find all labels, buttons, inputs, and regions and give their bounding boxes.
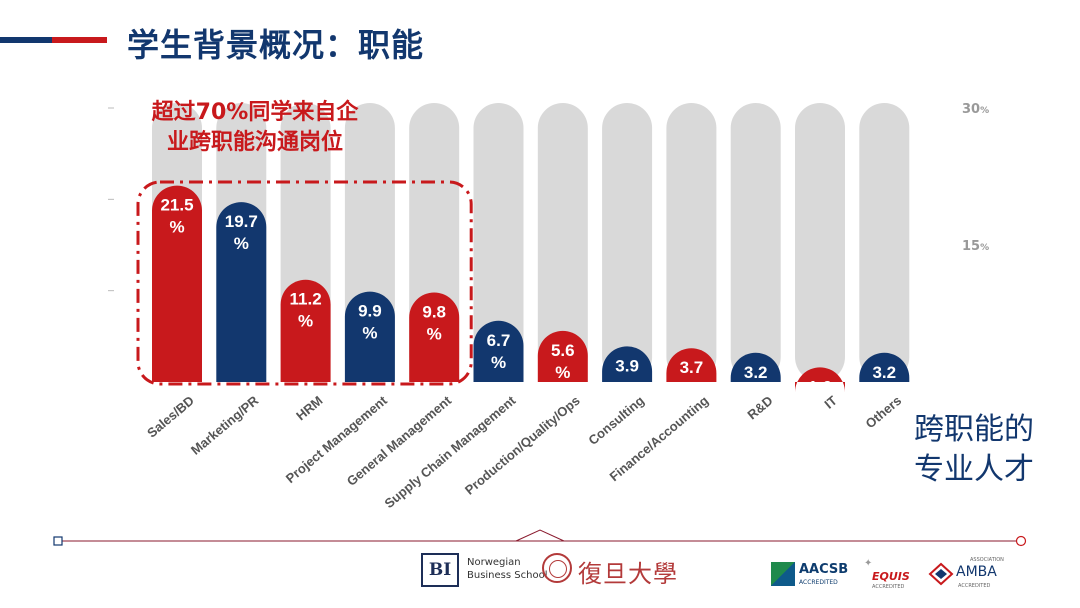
highlight-box [136,180,473,386]
bar-value-label: 3.2 [872,363,896,382]
y-tick-unit: % [980,106,989,116]
footer-notch [515,529,565,542]
x-category-label: Supply Chain Management [382,392,519,511]
bar [409,292,460,382]
equis-logo: EQUIS [872,570,910,583]
equis-star-icon: ✦ [864,558,873,569]
side-caption-line-1: 跨职能的 [914,412,1034,447]
amba-diamond-icon [928,562,954,586]
bar-value-unit: % [427,324,442,343]
bar-value-unit: % [234,234,249,253]
bar-value-label: 11.2 [290,290,322,309]
bar-value-label: 19.7 [225,212,258,231]
bar [537,330,588,382]
x-category-label: General Management [344,392,455,488]
bar [602,346,653,382]
bi-logo-text: Norwegian Business School [467,556,547,582]
x-category-label: Production/Quality/Ops [462,393,583,498]
equis-accredited: ACCREDITED [872,584,905,590]
side-caption: 跨职能的 专业人才 [914,410,1034,490]
bar [795,367,845,393]
bar-value-unit: % [812,399,827,418]
fudan-logo-text: 復旦大學 [578,560,678,588]
bar-value-label: 3.7 [680,358,704,377]
bar [152,185,202,382]
bar-value-unit: % [748,385,763,404]
bar [473,320,524,382]
bar-value-unit: % [877,385,892,404]
bar-value-label: 9.9 [358,302,382,321]
amba-accredited: ACCREDITED [958,583,991,589]
bar-track [859,103,910,382]
bar-value-unit: % [169,218,184,237]
bar-value-unit: % [491,353,506,372]
bi-logo: BI [421,553,459,587]
bar-value-label: 5.6 [551,341,575,360]
callout-line-1: 超过70%同学来自企 [151,100,359,125]
title-accent-bar-blue [0,37,52,43]
bi-name-line-2: Business School [467,570,548,581]
y-tick-label: 30% [962,102,989,117]
bar-track [602,103,653,382]
bar-track [666,103,717,382]
bar-track [537,103,588,382]
bar-value-label: 6.7 [487,331,511,350]
aacsb-name: AACSB [799,562,849,577]
bar-value-label: 1.6 [808,377,832,396]
page-title: 学生背景概况：职能 [127,26,425,64]
bar [859,352,910,382]
bar [730,352,781,382]
bar-value-unit: % [620,378,635,397]
fudan-seal-icon [542,553,572,583]
bar-value-label: 9.8 [422,302,446,321]
bar-track [473,103,524,382]
callout-text: 超过70%同学来自企 业跨职能沟通岗位 [130,98,380,158]
y-tick-value: 30 [962,102,980,117]
aacsb-accredited: ACCREDITED [799,579,838,586]
amba-logo: AMBA [956,564,997,580]
aacsb-logo: AACSB ACCREDITED [799,563,848,589]
bar-value-unit: % [298,312,313,331]
bar-value-unit: % [362,324,377,343]
amba-association: ASSOCIATION [970,557,1004,563]
aacsb-icon [771,562,795,586]
x-category-label: Marketing/PR [188,392,262,457]
y-tick-value: 15 [962,239,980,254]
bi-name-line-1: Norwegian [467,557,521,568]
footer-left-marker [53,536,63,546]
x-category-label: Sales/BD [144,393,197,441]
bar-value-label: 21.5 [160,196,193,215]
side-caption-line-2: 专业人才 [914,452,1034,487]
bar [280,279,331,382]
x-category-label: Consulting [585,393,647,448]
y-tick-unit: % [980,243,989,253]
bar-track [795,103,845,382]
bar-value-label: 3.2 [744,363,768,382]
bar-value-unit: % [555,363,570,382]
footer-right-marker [1015,535,1027,547]
bar [666,348,717,382]
bar [344,291,395,382]
title-accent-bar-red [52,37,107,43]
bar-value-unit: % [684,380,699,399]
x-category-label: HRM [293,393,325,424]
y-tick-label: 15% [962,239,989,254]
bar [216,202,267,382]
bar-value-label: 3.9 [615,356,639,375]
callout-line-2: 业跨职能沟通岗位 [166,130,343,155]
bar-track [730,103,781,382]
